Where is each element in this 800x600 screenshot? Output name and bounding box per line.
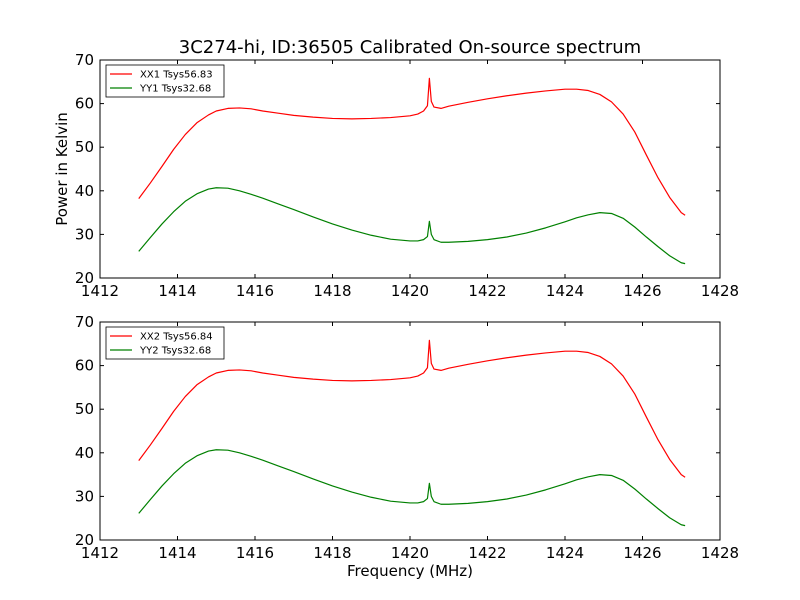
x-tick-label: 1420 [391, 544, 429, 562]
y-tick-label: 20 [75, 531, 94, 549]
x-tick-label: 1426 [623, 544, 661, 562]
x-tick-label: 1418 [313, 544, 351, 562]
series-line-yy [138, 449, 686, 527]
y-tick-label: 30 [75, 225, 94, 243]
figure-title: 3C274-hi, ID:36505 Calibrated On-source … [179, 37, 641, 58]
x-tick-label: 1414 [158, 544, 196, 562]
y-tick-label: 70 [75, 313, 94, 331]
legend-label: YY2 Tsys32.68 [139, 346, 211, 357]
x-tick-label: 1412 [81, 544, 119, 562]
x-tick-label: 1418 [313, 282, 351, 300]
series-line-xx [138, 339, 686, 478]
legend-label: XX1 Tsys56.83 [140, 70, 213, 81]
y-tick-label: 60 [75, 357, 94, 375]
x-tick-label: 1428 [701, 544, 739, 562]
y-axis-label: Power in Kelvin [53, 112, 71, 226]
x-tick-label: 1414 [158, 282, 196, 300]
y-tick-label: 50 [75, 138, 94, 156]
x-tick-label: 1422 [468, 282, 506, 300]
y-tick-label: 60 [75, 95, 94, 113]
series-line-xx [138, 77, 686, 216]
x-tick-label: 1424 [546, 544, 584, 562]
y-tick-label: 70 [75, 51, 94, 69]
y-tick-label: 30 [75, 487, 94, 505]
series-line-yy [138, 187, 686, 265]
y-tick-label: 40 [75, 444, 94, 462]
legend-box [105, 326, 225, 360]
legend-label: YY1 Tsys32.68 [139, 84, 211, 95]
x-tick-label: 1412 [81, 282, 119, 300]
top-panel: 1412 1414 1416 1418 1420 1422 1424 1426 1428 20 30… [75, 51, 739, 300]
x-tick-label: 1416 [236, 282, 274, 300]
legend-label: XX2 Tsys56.84 [140, 332, 213, 343]
x-tick-label: 1426 [623, 282, 661, 300]
y-tick-label: 20 [75, 269, 94, 287]
y-tick-label: 40 [75, 182, 94, 200]
y-tick-label: 50 [75, 400, 94, 418]
x-tick-label: 1428 [701, 282, 739, 300]
legend-box [105, 64, 225, 98]
x-tick-label: 1420 [391, 282, 429, 300]
bottom-panel: 1412 1414 1416 1418 1420 1422 1424 1426 1428 20 30… [75, 313, 739, 562]
x-axis-label: Frequency (MHz) [347, 562, 473, 580]
x-tick-label: 1424 [546, 282, 584, 300]
x-tick-label: 1422 [468, 544, 506, 562]
x-tick-label: 1416 [236, 544, 274, 562]
